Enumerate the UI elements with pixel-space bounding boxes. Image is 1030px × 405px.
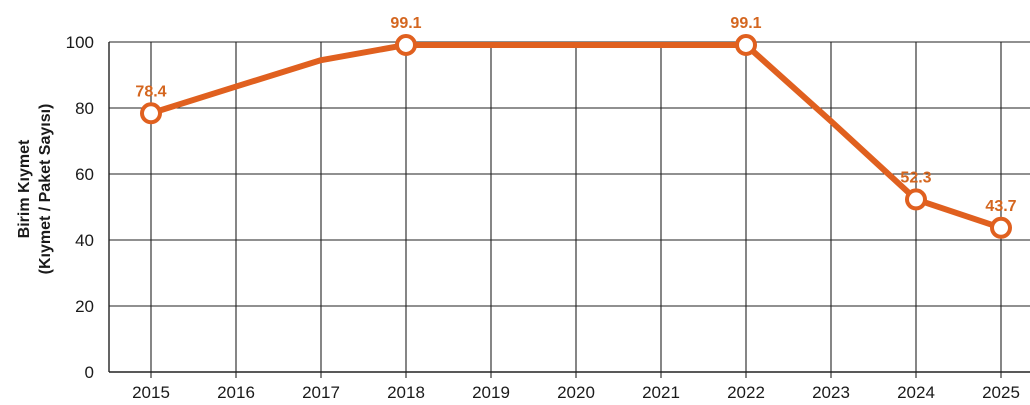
data-point-marker (990, 216, 1012, 239)
data-label: 52.3 (900, 169, 931, 186)
x-tick-labels: 2015 2016 2017 2018 2019 2020 2021 2022 2023 2024… (132, 383, 1020, 402)
y-tick-label: 20 (75, 297, 94, 316)
data-point-marker (395, 33, 417, 56)
y-axis-label-line-1: Birim Kıymet (16, 139, 33, 238)
y-axis-label: Birim Kıymet (Kıymet / Paket Sayısı) (16, 104, 54, 275)
axes (108, 42, 1030, 378)
x-tick-label: 2024 (897, 383, 935, 402)
grid (109, 41, 1030, 372)
data-point-marker (905, 188, 927, 211)
x-tick-label: 2017 (302, 383, 340, 402)
x-tick-label: 2023 (812, 383, 850, 402)
y-tick-label: 0 (85, 363, 94, 382)
data-label: 43.7 (985, 198, 1016, 215)
x-tick-label: 2022 (727, 383, 765, 402)
y-tick-labels: 0 20 40 60 80 100 (66, 33, 94, 382)
x-tick-label: 2016 (217, 383, 255, 402)
data-label: 99.1 (390, 15, 421, 32)
data-point-marker (735, 33, 757, 56)
y-tick-label: 80 (75, 99, 94, 118)
x-tick-label: 2021 (642, 383, 680, 402)
y-tick-label: 60 (75, 165, 94, 184)
data-label: 99.1 (730, 15, 761, 32)
series-line (148, 41, 1004, 231)
x-tick-label: 2015 (132, 383, 170, 402)
y-tick-label: 100 (66, 33, 94, 52)
data-label: 78.4 (135, 83, 166, 100)
x-tick-label: 2020 (557, 383, 595, 402)
data-points (140, 33, 1012, 239)
data-point-marker (140, 102, 162, 125)
x-tick-label: 2019 (472, 383, 510, 402)
y-axis-label-line-2: (Kıymet / Paket Sayısı) (37, 104, 54, 275)
y-tick-label: 40 (75, 231, 94, 250)
x-tick-label: 2025 (982, 383, 1020, 402)
x-tick-label: 2018 (387, 383, 425, 402)
series-line-path (148, 41, 1004, 231)
data-labels: 78.4 99.1 99.1 52.3 43.7 (135, 15, 1016, 215)
